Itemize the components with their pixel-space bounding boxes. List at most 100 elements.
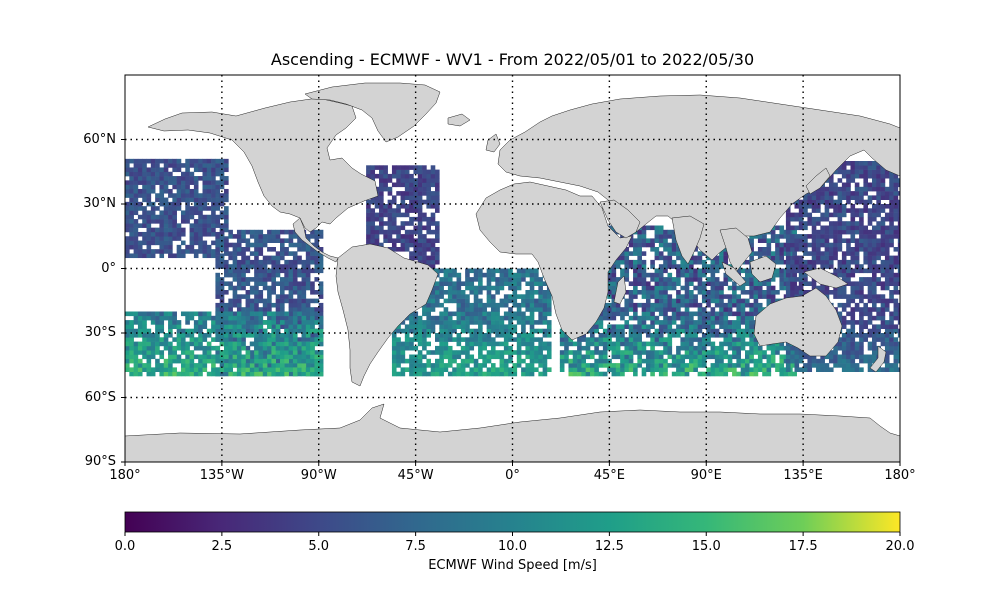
wind-cell [129,171,134,177]
wind-cell [422,333,427,338]
wind-cell [460,358,466,364]
wind-cell [370,169,376,175]
wind-cell [447,328,453,334]
wind-cell [189,210,195,216]
wind-cell [628,264,634,269]
wind-cell [391,199,397,205]
wind-cell [430,216,436,222]
wind-cell [439,341,444,347]
wind-cell [736,333,741,338]
wind-cell [366,238,371,243]
wind-cell [615,259,621,265]
wind-cell [820,212,825,218]
wind-cell [142,171,147,177]
wind-cell [387,225,393,231]
wind-cell [417,195,423,200]
wind-cell [245,259,251,265]
wind-cell [645,294,651,299]
wind-cell [833,242,838,248]
wind-cell [396,208,401,213]
wind-cell [129,244,134,250]
wind-cell [305,324,311,329]
wind-cell [241,337,246,342]
wind-cell [794,358,800,364]
wind-cell [723,337,729,342]
wind-cell [854,165,860,170]
wind-cell [254,251,259,256]
wind-cell [176,337,182,342]
wind-cell [689,268,694,274]
wind-cell [297,358,302,364]
wind-cell [280,277,285,282]
wind-cell [163,180,169,185]
wind-cell [516,281,522,286]
wind-cell [426,363,431,368]
wind-cell [224,307,229,312]
wind-cell [430,264,436,269]
wind-cell [215,214,221,220]
wind-cell [400,371,406,377]
wind-cell [447,290,453,295]
wind-cell [486,341,492,347]
wind-cell [779,259,785,265]
wind-cell [846,186,851,192]
wind-cell [198,367,203,372]
wind-cell [762,363,767,368]
wind-cell [628,341,634,347]
wind-cell [193,163,199,168]
wind-cell [159,231,165,237]
wind-cell [301,294,307,299]
wind-cell [516,341,522,347]
wind-cell [465,285,470,291]
wind-cell [318,333,324,338]
wind-cell [837,315,843,321]
wind-cell [693,285,698,291]
wind-cell [125,244,130,250]
wind-cell [301,247,307,252]
wind-cell [663,302,668,308]
wind-cell [426,221,431,226]
wind-cell [546,350,552,355]
wind-cell [460,290,466,295]
wind-cell [310,234,315,239]
wind-cell [658,302,664,308]
wind-cell [770,272,776,278]
wind-cell [387,208,393,213]
wind-cell [473,333,479,338]
wind-cell [447,277,453,282]
wind-cell [163,337,169,342]
wind-cell [400,191,406,196]
wind-cell [663,259,668,265]
wind-cell [460,315,466,321]
wind-cell [534,367,539,372]
wind-cell [521,277,526,282]
wind-cell [850,221,856,226]
wind-cell [275,315,281,321]
wind-cell [816,216,821,222]
wind-cell [129,197,134,203]
wind-cell [150,231,156,237]
wind-cell [650,307,655,312]
wind-cell [529,272,535,278]
wind-cell [236,294,242,299]
wind-cell [284,281,289,286]
wind-cell [577,371,582,377]
wind-cell [534,272,539,278]
wind-cell [137,240,143,246]
wind-cell [854,281,860,286]
wind-cell [837,169,843,175]
wind-cell [689,281,694,286]
wind-cell [236,354,242,360]
wind-cell [292,272,298,278]
wind-cell [490,363,496,368]
wind-cell [667,298,673,304]
wind-cell [215,324,221,329]
wind-cell [816,255,821,261]
wind-cell [254,363,259,368]
wind-cell [133,249,139,254]
wind-cell [859,307,864,312]
wind-cell [301,242,307,248]
wind-cell [180,231,186,237]
wind-cell [159,176,165,181]
wind-cell [766,363,772,368]
